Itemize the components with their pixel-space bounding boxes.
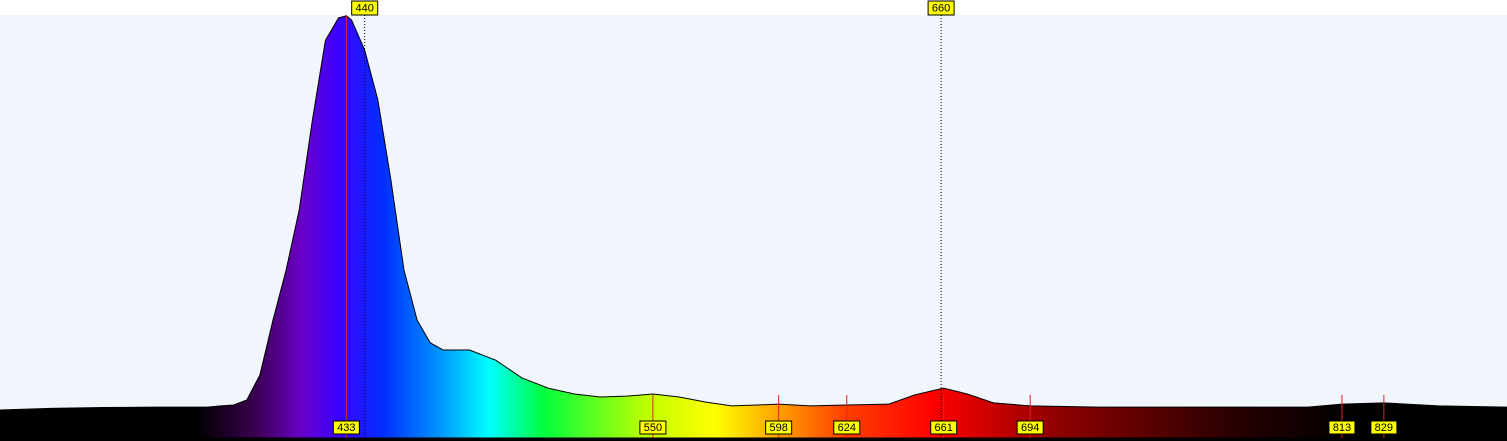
peak-label: 433 [337,422,355,434]
peak-box [1328,420,1356,435]
cursor-box [927,0,955,16]
bottom-edge [0,438,1507,441]
peak-label: 624 [838,422,856,434]
peak-box [1016,420,1044,435]
peak-label: 694 [1021,422,1039,434]
peak-label: 829 [1375,422,1393,434]
peak-label: 813 [1333,422,1351,434]
peak-label: 550 [644,422,662,434]
peak-box [833,420,861,435]
cursor-box [351,0,379,16]
peak-box [639,420,667,435]
peak-label: 598 [769,422,787,434]
peak-box [765,420,793,435]
plot-area [0,15,1507,441]
peak-box [1370,420,1398,435]
peak-box [930,420,958,435]
peak-label: 661 [935,422,953,434]
peak-box [332,420,360,435]
cursor-label: 660 [932,2,950,14]
cursor-label: 440 [356,2,374,14]
